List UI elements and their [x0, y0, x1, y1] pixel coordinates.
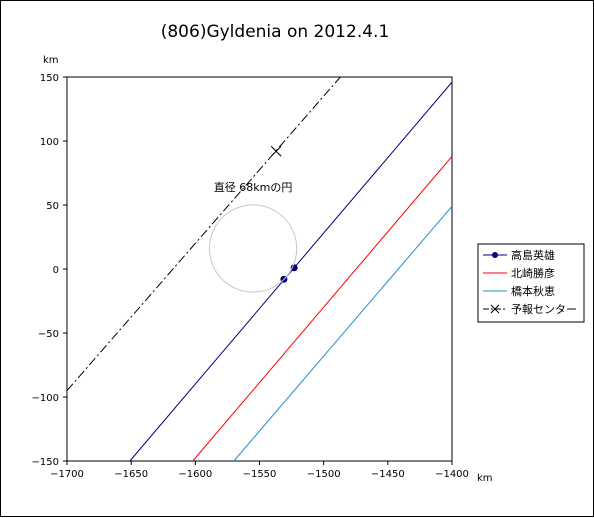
chart-title: (806)Gyldenia on 2012.4.1	[161, 22, 390, 42]
legend-label: 高島英雄	[511, 248, 555, 262]
x-tick-label: −1500	[307, 469, 341, 480]
y-ticks: −150 −100 −50 0 50 100 150	[32, 73, 67, 468]
x-tick-label: −1400	[435, 469, 469, 480]
legend-label: 北崎勝彦	[511, 266, 555, 280]
data-point	[270, 145, 282, 157]
series-line	[66, 76, 341, 391]
x-tick-label: −1550	[243, 469, 277, 480]
data-point	[290, 264, 298, 272]
series-line	[192, 156, 453, 462]
legend-marker	[490, 304, 500, 314]
x-tick-label: −1650	[114, 469, 148, 480]
series-line	[129, 81, 453, 462]
y-tick-label: −50	[38, 329, 59, 340]
legend-label: 橋本秋恵	[511, 284, 555, 298]
x-tick-label: −1450	[371, 469, 405, 480]
y-tick-label: 0	[53, 265, 59, 276]
y-axis-label: km	[43, 55, 59, 66]
x-tick-label: −1700	[50, 469, 84, 480]
legend-label: 予報センター	[511, 303, 577, 316]
x-tick-label: −1600	[178, 469, 212, 480]
y-tick-label: −100	[32, 393, 59, 404]
y-tick-label: 100	[40, 137, 59, 148]
y-tick-label: 50	[46, 201, 59, 212]
diameter-circle	[208, 204, 298, 293]
x-ticks: −1700 −1650 −1600 −1550 −1500 −1450 −1400	[50, 461, 469, 480]
series-line	[233, 205, 453, 462]
y-tick-label: −150	[32, 457, 59, 468]
legend-marker	[492, 252, 498, 258]
x-axis-label: km	[477, 473, 493, 484]
series-group	[66, 76, 453, 462]
diameter-annotation: 直径 68kmの円	[214, 180, 293, 194]
plot-area	[66, 76, 453, 462]
y-tick-label: 150	[40, 73, 59, 84]
